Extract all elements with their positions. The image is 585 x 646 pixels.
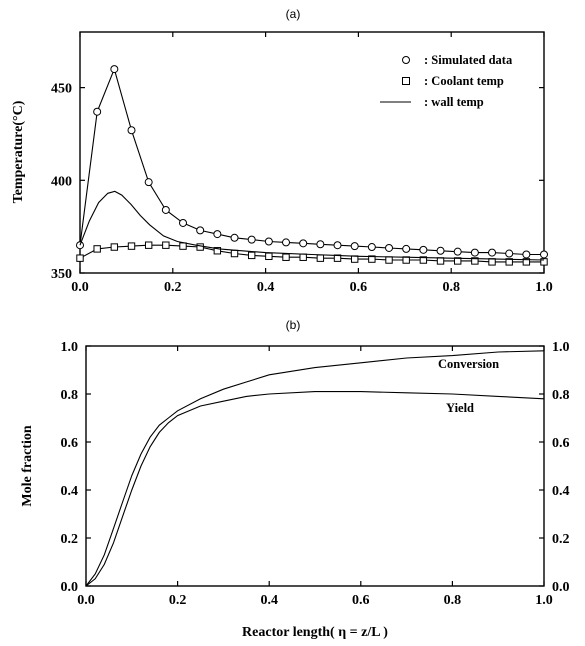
data-point-coolant-temp <box>180 243 186 249</box>
y-tick-label-right: 0.0 <box>552 580 570 595</box>
y-tick-label: 0.6 <box>61 436 79 451</box>
data-point-coolant-temp <box>111 244 117 250</box>
panel-b-y-ticks: 0.0 0.2 0.4 0.6 0.8 1.0 <box>61 340 545 595</box>
panel-a-temperature: (a) 0.0 0.2 0.4 0.6 0.8 1.0 350 400 450 Tempera… <box>11 7 553 295</box>
data-point-simulated-data <box>128 127 135 134</box>
data-point-coolant-temp <box>317 255 323 261</box>
data-point-coolant-temp <box>266 253 272 259</box>
label-yield: Yield <box>446 401 474 415</box>
data-point-coolant-temp <box>145 242 151 248</box>
panel-b-mole-fraction: (b) 0.0 0.2 0.4 0.6 0.8 1.0 0.0 0.2 0.4 0.6 0.8 1.… <box>20 318 570 640</box>
x-tick-label: 0.4 <box>260 593 278 608</box>
panel-a-y-axis-title: Temperature(°C) <box>11 100 26 203</box>
panel-b-label: (b) <box>286 318 301 332</box>
data-point-simulated-data <box>471 249 478 256</box>
y-tick-label-right: 1.0 <box>552 340 570 355</box>
y-tick-label: 0.2 <box>61 532 79 547</box>
panel-b-x-axis-title: Reactor length( η = z/L ) <box>242 625 388 640</box>
data-point-coolant-temp <box>197 244 203 250</box>
data-point-simulated-data <box>403 245 410 252</box>
x-tick-label: 0.6 <box>352 593 370 608</box>
data-point-coolant-temp <box>386 257 392 263</box>
data-point-coolant-temp <box>283 254 289 260</box>
panel-b-frame <box>86 346 544 586</box>
y-tick-label-right: 0.4 <box>552 484 570 499</box>
x-tick-label: 0.8 <box>442 280 460 295</box>
data-point-coolant-temp <box>163 242 169 248</box>
panel-b-y-axis-title: Mole fraction <box>20 425 35 506</box>
data-point-coolant-temp <box>128 243 134 249</box>
data-point-simulated-data <box>265 238 272 245</box>
data-point-simulated-data <box>283 239 290 246</box>
legend-simulated-data: : Simulated data <box>424 53 513 67</box>
data-point-simulated-data <box>541 251 548 258</box>
data-point-coolant-temp <box>248 252 254 258</box>
legend-wall-temp: : wall temp <box>424 95 484 109</box>
data-point-simulated-data <box>523 251 530 258</box>
legend-square-marker <box>403 78 410 85</box>
panel-b-x-ticks: 0.0 0.2 0.4 0.6 0.8 1.0 <box>77 346 553 608</box>
series-line-conversion <box>86 351 544 586</box>
y-tick-label: 450 <box>51 82 72 97</box>
data-point-simulated-data <box>145 179 152 186</box>
data-point-simulated-data <box>248 236 255 243</box>
x-tick-label: 0.2 <box>164 280 182 295</box>
data-point-coolant-temp <box>231 250 237 256</box>
y-tick-label: 350 <box>51 267 72 282</box>
y-tick-label-right: 0.8 <box>552 388 570 403</box>
panel-a-x-ticks: 0.0 0.2 0.4 0.6 0.8 1.0 <box>71 32 553 295</box>
data-point-simulated-data <box>386 244 393 251</box>
data-point-simulated-data <box>368 244 375 251</box>
panel-a-label: (a) <box>286 7 301 21</box>
y-tick-label-right: 0.6 <box>552 436 570 451</box>
x-tick-label: 0.4 <box>257 280 275 295</box>
panel-a-legend: : Simulated data : Coolant temp : wall t… <box>380 53 513 109</box>
y-tick-label: 0.0 <box>61 580 79 595</box>
label-conversion: Conversion <box>438 357 499 371</box>
legend-circle-marker <box>403 57 410 64</box>
y-tick-label-right: 0.2 <box>552 532 570 547</box>
data-point-coolant-temp <box>300 254 306 260</box>
y-tick-label: 0.4 <box>61 484 79 499</box>
data-point-simulated-data <box>334 242 341 249</box>
data-point-simulated-data <box>506 250 513 257</box>
data-point-simulated-data <box>454 248 461 255</box>
x-tick-label: 1.0 <box>535 280 553 295</box>
y-tick-label: 400 <box>51 174 72 189</box>
data-point-simulated-data <box>197 227 204 234</box>
data-point-simulated-data <box>300 240 307 247</box>
data-point-coolant-temp <box>437 258 443 264</box>
x-tick-label: 0.6 <box>350 280 368 295</box>
data-point-simulated-data <box>437 247 444 254</box>
x-tick-label: 0.2 <box>169 593 187 608</box>
data-point-simulated-data <box>162 206 169 213</box>
panel-b-series <box>86 351 544 586</box>
data-point-coolant-temp <box>489 259 495 265</box>
x-tick-label: 1.0 <box>535 593 553 608</box>
panel-a-frame <box>80 32 544 273</box>
y-tick-label: 0.8 <box>61 388 79 403</box>
y-tick-label: 1.0 <box>61 340 79 355</box>
data-point-simulated-data <box>214 231 221 238</box>
x-tick-label: 0.0 <box>71 280 89 295</box>
data-point-simulated-data <box>94 108 101 115</box>
data-point-coolant-temp <box>351 256 357 262</box>
data-point-simulated-data <box>231 234 238 241</box>
legend-coolant-temp: : Coolant temp <box>424 74 504 88</box>
data-point-simulated-data <box>420 246 427 253</box>
data-point-simulated-data <box>317 241 324 248</box>
x-tick-label: 0.8 <box>444 593 462 608</box>
data-point-simulated-data <box>180 219 187 226</box>
data-point-simulated-data <box>351 243 358 250</box>
panel-b-right-y-ticks: 0.0 0.2 0.4 0.6 0.8 1.0 <box>552 340 570 595</box>
data-point-coolant-temp <box>77 255 83 261</box>
series-line-yield <box>86 392 544 586</box>
data-point-coolant-temp <box>94 246 100 252</box>
data-point-simulated-data <box>111 66 118 73</box>
data-point-simulated-data <box>489 249 496 256</box>
x-tick-label: 0.0 <box>77 593 95 608</box>
